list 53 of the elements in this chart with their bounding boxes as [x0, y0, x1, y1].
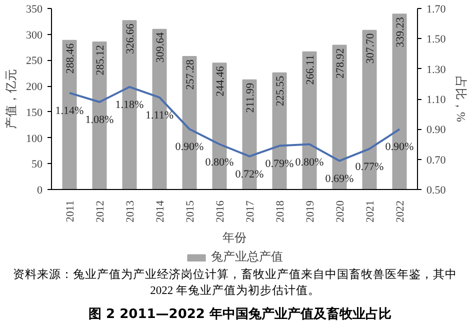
data-label: 225.55 [274, 75, 286, 106]
data-label: 285.12 [94, 45, 106, 76]
x-tick-label: 2017 [244, 200, 256, 222]
y2-tick-label: 0.70 [426, 154, 446, 166]
data-label: 0.90% [385, 141, 414, 154]
data-label: 0.80% [205, 156, 234, 168]
y2-tick-label: 1.30 [426, 64, 446, 76]
data-label: 0.79% [265, 158, 294, 170]
x-axis-title: 年份 [222, 230, 246, 244]
text: 资料来源：兔业产值为产业经济岗位计算，畜牧业产值来自中国畜牧兽医年鉴，其中 2022 年兔业产值为初步估计值。 [12, 267, 458, 299]
x-tick-label: 2019 [304, 200, 316, 222]
x-tick-label: 2016 [214, 200, 226, 222]
data-label: 326.66 [124, 23, 136, 54]
y-tick-label: 250 [26, 55, 43, 68]
y-tick-label: 50 [32, 158, 43, 171]
y-axis-title: 产值，亿元 [4, 69, 18, 129]
data-label: 0.90% [175, 141, 204, 154]
x-tick-label: 2018 [274, 200, 286, 222]
data-label: 244.46 [214, 66, 226, 96]
x-tick-label: 2013 [124, 200, 136, 222]
legend-label: 兔产业总产值 [211, 248, 283, 266]
data-label: 288.46 [64, 42, 76, 74]
y-tick-label: 300 [26, 29, 43, 42]
x-tick-label: 2022 [394, 200, 406, 222]
y-tick-label: 100 [26, 132, 43, 145]
x-tick-label: 2011 [64, 200, 76, 222]
y2-axis-title: 占比，% [454, 76, 468, 122]
y2-tick-label: 0.50 [426, 184, 446, 196]
data-label: 0.80% [295, 156, 324, 168]
y-tick-label: 150 [26, 106, 43, 119]
data-label: 257.28 [184, 58, 196, 90]
x-tick-label: 2014 [154, 200, 166, 222]
y2-tick-label: 0.90 [426, 124, 446, 136]
data-label: 266.11 [304, 54, 316, 85]
x-tick-label: 2020 [334, 200, 346, 222]
y-tick-label: 200 [26, 81, 43, 94]
data-label: 0.72% [235, 168, 264, 180]
y2-tick-label: 1.50 [426, 34, 446, 46]
data-label: 0.69% [325, 172, 354, 185]
data-label: 278.92 [334, 48, 346, 79]
text: 图 2 2011—2022 年中国兔产业产值及畜牧业占比 [88, 306, 392, 324]
y2-tick-label: 1.70 [426, 4, 446, 16]
data-label: 339.23 [394, 16, 406, 48]
data-label: 307.70 [364, 32, 376, 64]
x-tick-label: 2021 [364, 200, 376, 222]
y-tick-label: 0 [37, 184, 43, 196]
y2-tick-label: 1.10 [426, 94, 446, 106]
x-tick-label: 2012 [94, 200, 106, 222]
data-label: 0.77% [355, 160, 384, 173]
x-tick-label: 2015 [184, 200, 196, 222]
data-label: 211.99 [244, 82, 256, 113]
y-tick-label: 350 [26, 4, 43, 16]
data-label: 309.64 [154, 32, 166, 63]
